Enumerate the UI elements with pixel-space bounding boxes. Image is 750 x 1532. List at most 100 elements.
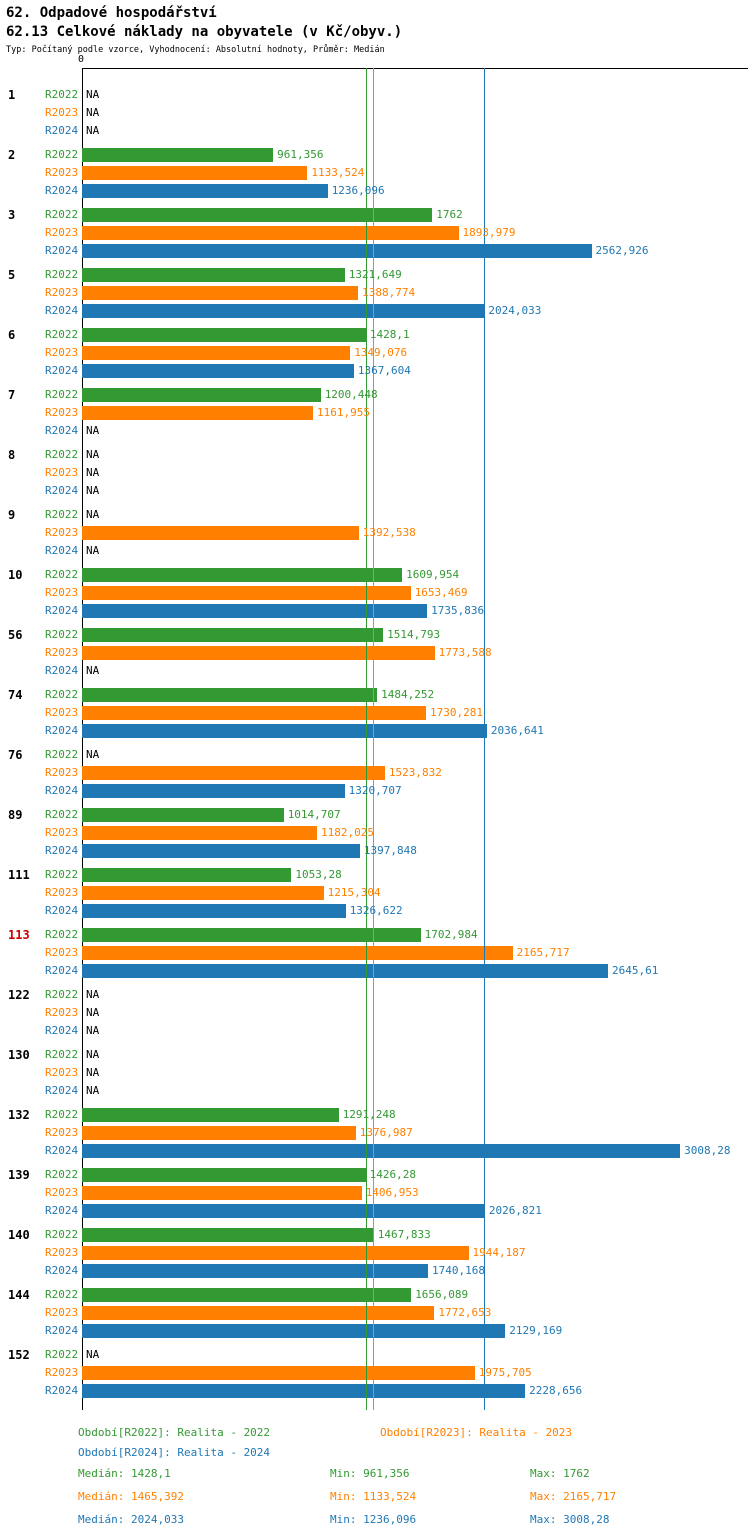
stat-min-r2023: Min: 1133,524 <box>330 1490 417 1503</box>
bar-row: R2024 1236,096 <box>0 182 750 200</box>
series-label: R2022 <box>45 988 79 1001</box>
bar-r2022 <box>82 688 378 702</box>
stat-max-r2024: Max: 3008,28 <box>530 1513 610 1526</box>
legend-item-r2022: Období[R2022]: Realita - 2022 <box>78 1426 271 1439</box>
bar-row: R2022 1484,252 <box>0 686 750 704</box>
bar-group-8: 8 R2022 NA R2023 NA R2024 NA <box>0 446 750 500</box>
value-label: 1376,987 <box>359 1126 413 1139</box>
series-label: R2022 <box>45 388 79 401</box>
bar-row: R2022 1426,28 <box>0 1166 750 1184</box>
group-label: 140 <box>8 1228 30 1242</box>
series-label: R2024 <box>45 1324 79 1337</box>
bar-row: R2023 1376,987 <box>0 1124 750 1142</box>
series-label: R2022 <box>45 1288 79 1301</box>
series-label: R2024 <box>45 904 79 917</box>
bar-r2024 <box>82 304 485 318</box>
na-label: NA <box>86 1048 100 1061</box>
bar-r2023 <box>82 226 459 240</box>
value-label: 1133,524 <box>311 166 365 179</box>
series-label: R2023 <box>45 466 79 479</box>
na-label: NA <box>86 88 100 101</box>
series-label: R2023 <box>45 1126 79 1139</box>
bar-group-144: 144 R2022 1656,089 R2023 1772,653 R2024 2129,1… <box>0 1286 750 1340</box>
chart-meta: Typ: Počítaný podle vzorce, Vyhodnocení:… <box>6 45 385 55</box>
bar-row: R2022 NA <box>0 506 750 524</box>
series-label: R2023 <box>45 706 79 719</box>
bar-group-74: 74 R2022 1484,252 R2023 1730,281 R2024 2036,64… <box>0 686 750 740</box>
bar-r2023 <box>82 706 426 720</box>
stat-median-r2023: Medián: 1465,392 <box>78 1490 184 1503</box>
series-label: R2024 <box>45 244 79 257</box>
value-label: 2165,717 <box>516 946 570 959</box>
bar-r2023 <box>82 286 359 300</box>
value-label: 2129,169 <box>509 1324 563 1337</box>
na-label: NA <box>86 1066 100 1079</box>
series-label: R2024 <box>45 124 79 137</box>
value-label: 1388,774 <box>362 286 416 299</box>
bar-row: R2024 NA <box>0 422 750 440</box>
bar-r2023 <box>82 166 308 180</box>
bar-row: R2022 NA <box>0 446 750 464</box>
bar-row: R2023 1730,281 <box>0 704 750 722</box>
bar-row: R2024 2036,641 <box>0 722 750 740</box>
value-label: 1397,848 <box>363 844 417 857</box>
bar-group-5: 5 R2022 1321,649 R2023 1388,774 R2024 2024,033 <box>0 266 750 320</box>
bar-group-7: 7 R2022 1200,448 R2023 1161,955 R2024 NA <box>0 386 750 440</box>
na-label: NA <box>86 424 100 437</box>
series-label: R2022 <box>45 1168 79 1181</box>
series-label: R2023 <box>45 1186 79 1199</box>
bar-r2022 <box>82 268 345 282</box>
series-label: R2023 <box>45 886 79 899</box>
bar-group-122: 122 R2022 NA R2023 NA R2024 NA <box>0 986 750 1040</box>
na-label: NA <box>86 484 100 497</box>
series-label: R2023 <box>45 586 79 599</box>
bar-row: R2024 NA <box>0 662 750 680</box>
series-label: R2023 <box>45 946 79 959</box>
value-label: 1349,076 <box>354 346 408 359</box>
series-label: R2024 <box>45 664 79 677</box>
bar-row: R2022 1321,649 <box>0 266 750 284</box>
bar-row: R2022 1467,833 <box>0 1226 750 1244</box>
value-label: 1484,252 <box>381 688 435 701</box>
group-label: 111 <box>8 868 30 882</box>
legend-item-r2024: Období[R2024]: Realita - 2024 <box>78 1446 271 1459</box>
group-label: 1 <box>8 88 16 102</box>
bar-row: R2022 961,356 <box>0 146 750 164</box>
group-label: 139 <box>8 1168 30 1182</box>
page-title: 62. Odpadové hospodářství <box>6 5 217 21</box>
bar-group-152: 152 R2022 NA R2023 1975,705 R2024 2228,656 <box>0 1346 750 1400</box>
legend: Období[R2022]: Realita - 2022 Období[R20… <box>0 1426 750 1530</box>
bar-row: R2023 1653,469 <box>0 584 750 602</box>
na-label: NA <box>86 124 100 137</box>
na-label: NA <box>86 988 100 1001</box>
x-axis-origin-label: 0 <box>78 54 85 65</box>
series-label: R2022 <box>45 628 79 641</box>
bar-row: R2024 1735,836 <box>0 602 750 620</box>
group-label: 9 <box>8 508 16 522</box>
series-label: R2022 <box>45 268 79 281</box>
value-label: 1702,984 <box>424 928 478 941</box>
na-label: NA <box>86 664 100 677</box>
legend-item-r2023: Období[R2023]: Realita - 2023 <box>380 1426 573 1439</box>
group-label: 8 <box>8 448 16 462</box>
bar-r2023 <box>82 1246 469 1260</box>
bar-r2023 <box>82 646 435 660</box>
bar-r2022 <box>82 868 292 882</box>
series-label: R2022 <box>45 328 79 341</box>
value-label: 2026,821 <box>488 1204 542 1217</box>
bar-row: R2024 2129,169 <box>0 1322 750 1340</box>
value-label: 1467,833 <box>377 1228 431 1241</box>
value-label: 1893,979 <box>462 226 516 239</box>
bar-r2022 <box>82 928 421 942</box>
bar-row: R2023 1349,076 <box>0 344 750 362</box>
value-label: 961,356 <box>277 148 324 161</box>
bar-r2024 <box>82 184 328 198</box>
value-label: 1326,622 <box>349 904 403 917</box>
group-label: 152 <box>8 1348 30 1362</box>
bar-row: R2022 1428,1 <box>0 326 750 344</box>
na-label: NA <box>86 448 100 461</box>
bar-group-2: 2 R2022 961,356 R2023 1133,524 R2024 1236,096 <box>0 146 750 200</box>
group-label: 56 <box>8 628 23 642</box>
na-label: NA <box>86 466 100 479</box>
bar-group-139: 139 R2022 1426,28 R2023 1406,953 R2024 2026,82… <box>0 1166 750 1220</box>
